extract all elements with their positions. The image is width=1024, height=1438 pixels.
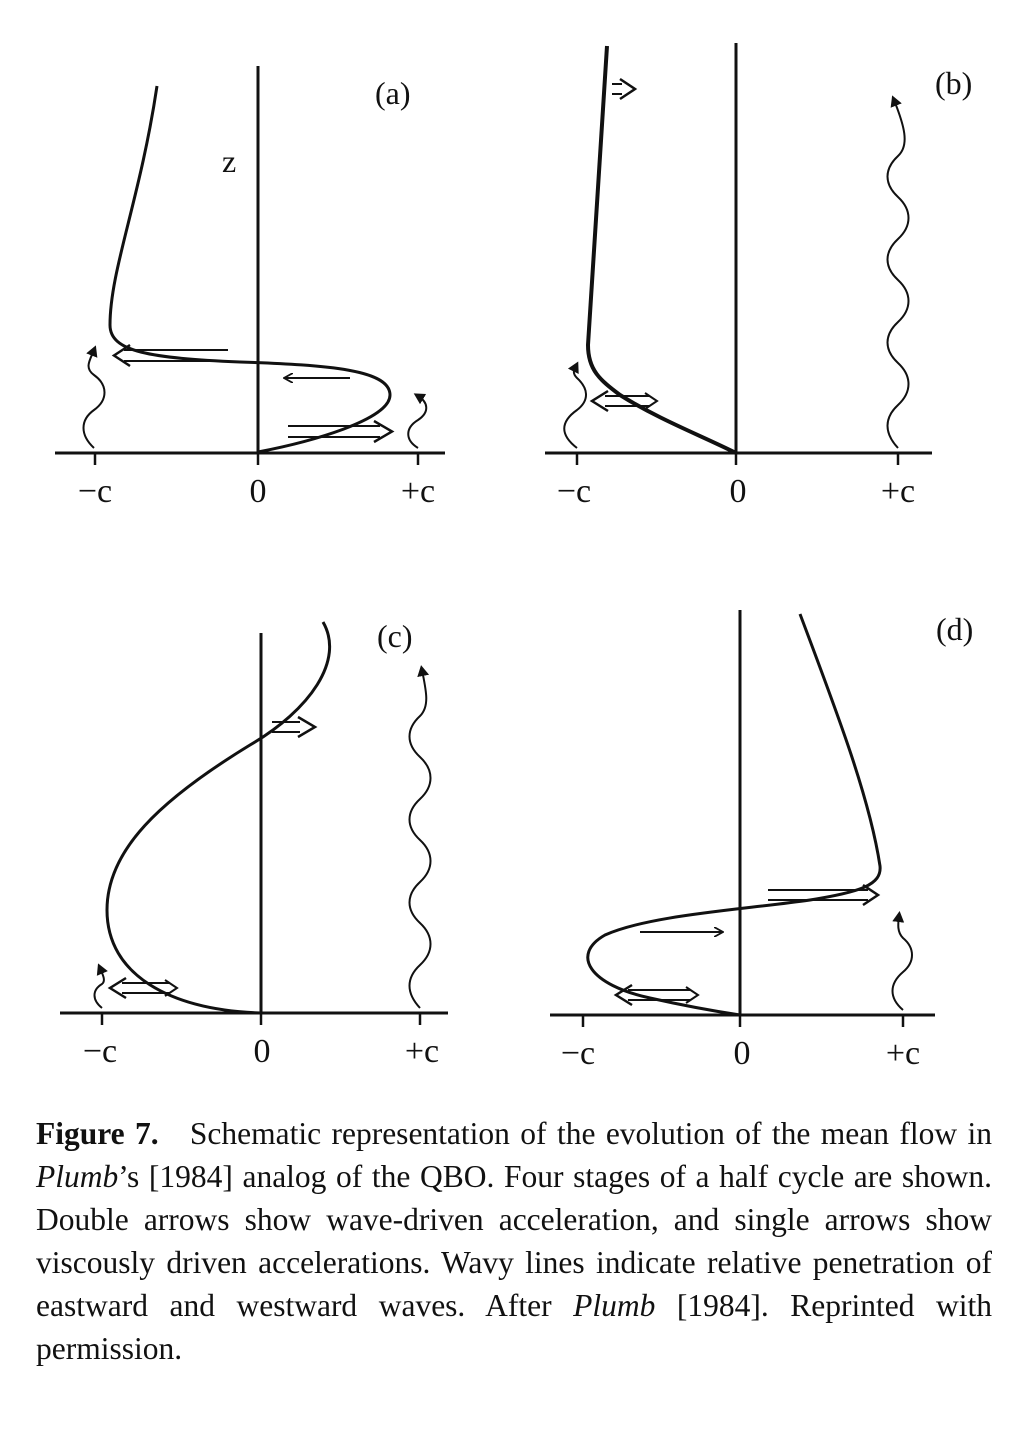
double-arrow: [589, 389, 659, 413]
mean-flow-profile: [586, 613, 882, 1017]
wavy-line: [891, 911, 913, 1011]
tick-label-plus-c: +c: [401, 473, 435, 510]
tick-label-zero: 0: [730, 473, 747, 510]
wavy-line: [886, 95, 910, 449]
caption-text: Schematic representation of the evolutio…: [189, 1116, 992, 1151]
panel-d: (d) −c 0 +c: [550, 610, 973, 1072]
wavy-line: [93, 963, 108, 1009]
caption-citation: Plumb: [573, 1288, 656, 1323]
double-arrow: [768, 883, 881, 907]
panel-tag: (a): [375, 75, 411, 111]
tick-label-zero: 0: [734, 1035, 751, 1072]
mean-flow-profile: [108, 85, 392, 454]
tick-label-plus-c: +c: [405, 1033, 439, 1070]
panel-b: (b) −c 0 +c: [545, 43, 972, 510]
tick-label-zero: 0: [254, 1033, 271, 1070]
caption-citation: Plumb: [36, 1159, 119, 1194]
wavy-line: [563, 361, 587, 449]
double-arrow: [111, 343, 228, 368]
qbo-schematic-figure: (a) z −c 0 +c (b) −c 0 +c: [55, 43, 973, 1072]
caption-text: ’s [1984] analog of the QBO. Four stages…: [36, 1159, 992, 1323]
caption-label: Figure 7.: [36, 1116, 159, 1151]
tick-label-minus-c: −c: [561, 1035, 595, 1072]
double-arrow: [612, 77, 638, 101]
panel-a: (a) z −c 0 +c: [55, 66, 445, 510]
double-arrow: [613, 983, 700, 1007]
wavy-line: [82, 345, 106, 449]
caption-text: [1984]. Reprinted with permission.: [36, 1288, 992, 1366]
panel-tag: (b): [935, 65, 972, 101]
double-arrow: [288, 419, 395, 444]
double-arrow: [272, 715, 318, 739]
tick-label-plus-c: +c: [881, 473, 915, 510]
wavy-line: [408, 665, 432, 1009]
tick-label-plus-c: +c: [886, 1035, 920, 1072]
tick-label-zero: 0: [250, 473, 267, 510]
mean-flow-profile: [105, 621, 332, 1015]
panel-tag: (c): [377, 618, 413, 654]
double-arrow: [107, 976, 179, 1000]
mean-flow-profile: [585, 45, 737, 455]
wavy-line: [407, 393, 428, 449]
panel-tag: (d): [936, 611, 973, 647]
axis-label-z: z: [222, 143, 236, 179]
tick-label-minus-c: −c: [557, 473, 591, 510]
tick-label-minus-c: −c: [78, 473, 112, 510]
panel-c: (c) −c 0 +c: [60, 618, 448, 1070]
tick-label-minus-c: −c: [83, 1033, 117, 1070]
figure-caption: Figure 7. Schematic representation of th…: [36, 1112, 992, 1370]
